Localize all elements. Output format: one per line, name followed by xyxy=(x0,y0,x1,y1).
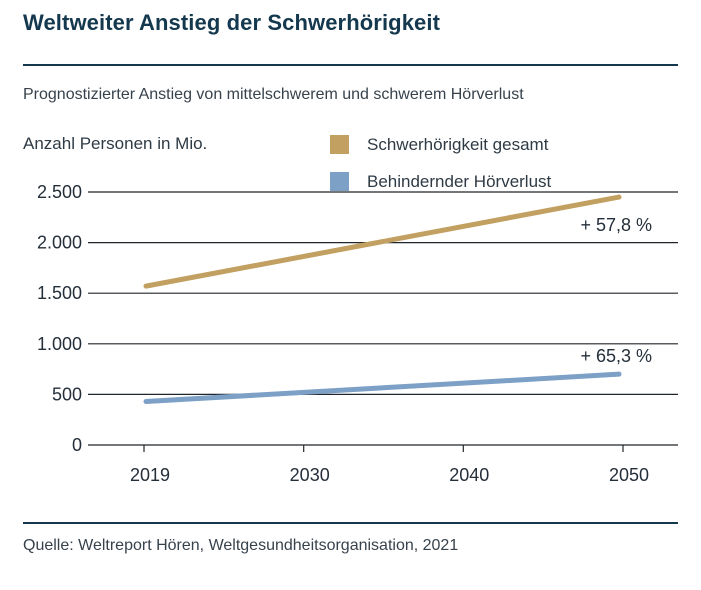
bottom-divider xyxy=(23,522,678,524)
top-divider xyxy=(23,64,678,66)
chart-subtitle: Prognostizierter Anstieg von mittelschwe… xyxy=(23,86,524,103)
y-axis-unit-label: Anzahl Personen in Mio. xyxy=(23,134,208,153)
x-tick-label: 2030 xyxy=(290,465,330,485)
chart-legend: Schwerhörigkeit gesamt Behindernder Hörv… xyxy=(330,135,551,209)
legend-label-disabling: Behindernder Hörverlust xyxy=(367,171,552,191)
x-tick-label: 2050 xyxy=(609,465,649,485)
legend-item-total: Schwerhörigkeit gesamt xyxy=(330,135,551,154)
y-tick-label: 2.500 xyxy=(37,182,82,202)
legend-swatch-total xyxy=(330,135,349,154)
y-tick-label: 2.000 xyxy=(37,233,82,253)
series-line-total xyxy=(143,194,622,289)
series-line-disabling xyxy=(143,371,622,404)
legend-swatch-disabling xyxy=(330,172,349,191)
legend-item-disabling: Behindernder Hörverlust xyxy=(330,172,551,191)
page-title: Weltweiter Anstieg der Schwerhörigkeit xyxy=(23,10,441,35)
y-tick-label: 1.000 xyxy=(37,334,82,354)
x-tick-label: 2040 xyxy=(449,465,489,485)
source-caption: Quelle: Weltreport Hören, Weltgesundheit… xyxy=(23,537,459,554)
x-tick-label: 2019 xyxy=(130,465,170,485)
series-annotation-disabling: + 65,3 % xyxy=(580,346,652,366)
series-annotation-total: + 57,8 % xyxy=(580,215,652,235)
y-tick-label: 500 xyxy=(52,384,82,404)
y-tick-label: 1.500 xyxy=(37,283,82,303)
legend-label-total: Schwerhörigkeit gesamt xyxy=(367,134,549,154)
y-tick-label: 0 xyxy=(72,435,82,455)
